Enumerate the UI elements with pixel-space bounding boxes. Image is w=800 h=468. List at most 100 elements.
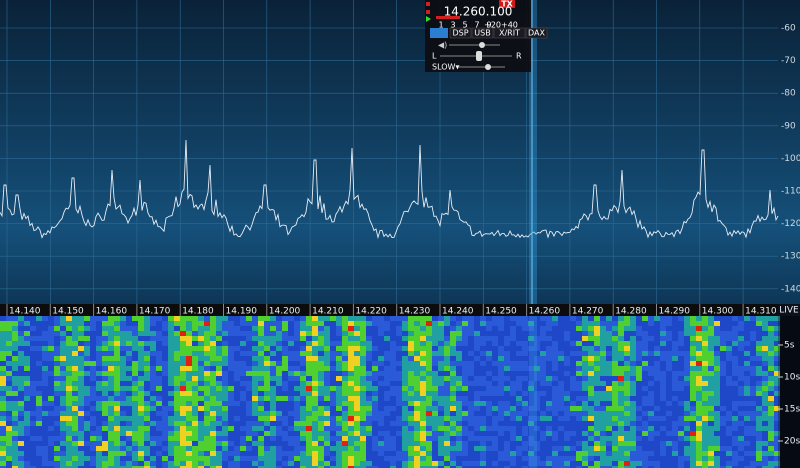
waterfall-cell (96, 466, 102, 468)
waterfall-cell (450, 421, 456, 426)
slice-flag[interactable]: TX 14.260.100 1 3 5 7 9+20+40 DSP USB X/RIT DAX… (425, 0, 548, 72)
flag-button[interactable] (493, 27, 526, 39)
agc-mode[interactable]: SLOW▾ (432, 63, 459, 72)
waterfall-cell (330, 451, 336, 456)
waterfall-cell (270, 331, 276, 336)
waterfall-cell (396, 361, 402, 366)
waterfall-cell (30, 466, 36, 468)
waterfall-cell (12, 321, 18, 326)
waterfall-cell (696, 316, 702, 321)
waterfall-cell (570, 316, 576, 321)
waterfall-cell (762, 396, 768, 401)
waterfall-cell (336, 431, 342, 436)
waterfall-cell (582, 436, 588, 441)
waterfall-cell (102, 346, 108, 351)
waterfall-cell (306, 381, 312, 386)
waterfall-cell (444, 401, 450, 406)
waterfall-cell (252, 331, 258, 336)
waterfall-cell (552, 371, 558, 376)
waterfall-cell (696, 336, 702, 341)
waterfall-cell (324, 376, 330, 381)
waterfall-cell (168, 461, 174, 466)
waterfall-cell (606, 461, 612, 466)
mute-button[interactable] (430, 28, 448, 38)
waterfall-cell (162, 381, 168, 386)
waterfall-cell (186, 341, 192, 346)
waterfall-cell (750, 326, 756, 331)
waterfall-cell (228, 381, 234, 386)
waterfall-cell (636, 351, 642, 356)
waterfall-cell (198, 426, 204, 431)
waterfall-cell (594, 386, 600, 391)
waterfall-cell (606, 356, 612, 361)
waterfall-cell (264, 326, 270, 331)
waterfall-cell (210, 341, 216, 346)
waterfall-cell (678, 451, 684, 456)
slice-frequency[interactable]: 14.260.100 (444, 5, 513, 19)
indicator (426, 10, 430, 14)
waterfall-cell (6, 381, 12, 386)
waterfall-cell (162, 341, 168, 346)
waterfall-cell (684, 451, 690, 456)
play-icon[interactable] (426, 16, 431, 22)
waterfall-cell (438, 451, 444, 456)
waterfall-cell (762, 321, 768, 326)
waterfall-cell (546, 376, 552, 381)
waterfall-cell (270, 421, 276, 426)
waterfall-cell (192, 381, 198, 386)
waterfall-cell (630, 341, 636, 346)
waterfall-cell (324, 396, 330, 401)
flag-button[interactable] (449, 27, 472, 39)
waterfall-cell (456, 391, 462, 396)
waterfall-cell (438, 386, 444, 391)
waterfall-cell (492, 326, 498, 331)
waterfall-cell (324, 401, 330, 406)
waterfall-cell (384, 466, 390, 468)
waterfall-cell (372, 446, 378, 451)
waterfall-cell (708, 441, 714, 446)
waterfall-cell (546, 331, 552, 336)
waterfall-cell (630, 316, 636, 321)
slider-knob[interactable] (485, 64, 491, 70)
waterfall-cell (582, 456, 588, 461)
waterfall-cell (66, 336, 72, 341)
waterfall-cell (414, 346, 420, 351)
waterfall-cell (222, 316, 228, 321)
waterfall-cell (330, 401, 336, 406)
waterfall-cell (396, 456, 402, 461)
waterfall-cell (642, 431, 648, 436)
waterfall-cell (468, 421, 474, 426)
waterfall-cell (480, 391, 486, 396)
waterfall-cell (750, 411, 756, 416)
waterfall-cell (762, 441, 768, 446)
slider-knob[interactable] (479, 42, 485, 48)
flag-button[interactable] (471, 27, 494, 39)
waterfall-cell (534, 391, 540, 396)
waterfall-cell (726, 416, 732, 421)
waterfall-cell (540, 371, 546, 376)
waterfall-cell (414, 356, 420, 361)
waterfall-cell (708, 326, 714, 331)
flag-button[interactable] (525, 27, 548, 39)
waterfall-cell (606, 426, 612, 431)
slider-knob[interactable] (476, 51, 482, 61)
waterfall-cell (186, 436, 192, 441)
waterfall-cell (120, 436, 126, 441)
waterfall-cell (708, 431, 714, 436)
waterfall-cell (696, 446, 702, 451)
waterfall-cell (660, 456, 666, 461)
tx-button[interactable] (499, 0, 515, 8)
waterfall-cell (576, 326, 582, 331)
waterfall-cell (78, 356, 84, 361)
waterfall-cell (588, 466, 594, 468)
waterfall-cell (96, 391, 102, 396)
waterfall-cell (324, 461, 330, 466)
waterfall-cell (648, 406, 654, 411)
waterfall-cell (732, 446, 738, 451)
waterfall-cell (126, 336, 132, 341)
waterfall-cell (774, 346, 780, 351)
waterfall-cell (330, 456, 336, 461)
waterfall-cell (132, 316, 138, 321)
waterfall-cell (222, 401, 228, 406)
waterfall-cell (672, 451, 678, 456)
